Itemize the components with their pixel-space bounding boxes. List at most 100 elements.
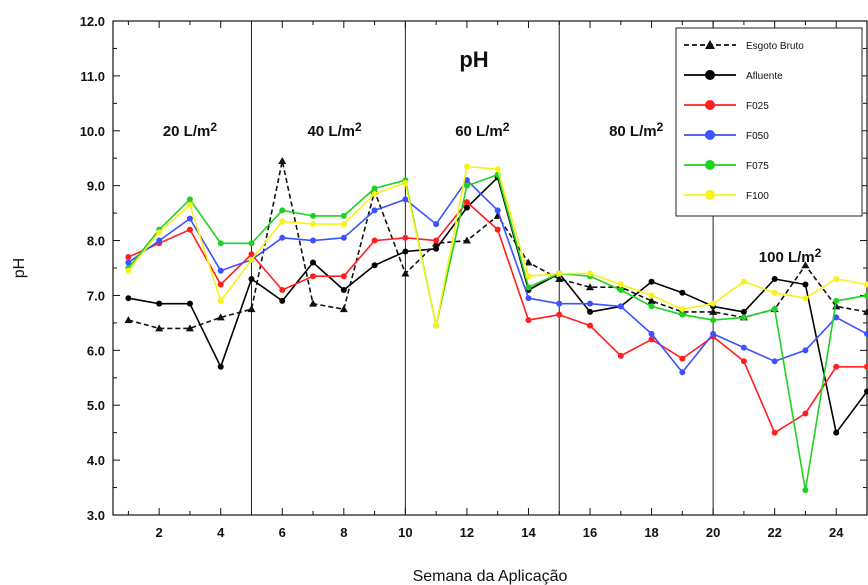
data-point — [186, 215, 193, 222]
data-point — [710, 330, 717, 337]
chart-title: pH — [459, 47, 488, 72]
data-point — [648, 292, 655, 299]
data-point — [771, 358, 778, 365]
data-point — [740, 278, 747, 285]
data-point — [525, 317, 532, 324]
data-point — [864, 388, 868, 395]
data-point — [340, 273, 347, 280]
data-point — [617, 286, 624, 293]
x-tick-label: 12 — [460, 525, 474, 540]
data-point — [771, 289, 778, 296]
series-f100 — [125, 163, 868, 329]
y-tick-label: 6.0 — [87, 343, 105, 358]
data-point — [433, 237, 440, 244]
legend-label: Esgoto Bruto — [746, 41, 804, 52]
x-tick-label: 18 — [644, 525, 658, 540]
data-point — [124, 316, 133, 324]
data-point — [279, 234, 286, 241]
data-point — [709, 307, 718, 315]
data-point — [648, 278, 655, 285]
data-point — [155, 324, 164, 332]
data-point — [833, 363, 840, 370]
data-point — [402, 248, 409, 255]
x-tick-label: 10 — [398, 525, 412, 540]
data-point — [371, 262, 378, 269]
data-point — [340, 221, 347, 228]
data-point — [125, 254, 132, 261]
data-point — [771, 429, 778, 436]
data-point — [679, 355, 686, 362]
data-point — [617, 303, 624, 310]
data-point — [525, 284, 532, 291]
x-tick-label: 24 — [829, 525, 844, 540]
data-point — [771, 275, 778, 282]
data-point — [462, 236, 471, 244]
data-point — [185, 324, 194, 332]
x-tick-label: 16 — [583, 525, 597, 540]
data-point — [433, 245, 440, 252]
x-axis: 2 4 6 8 10 12 14 16 18 20 22 24 — [127, 21, 868, 540]
data-point — [463, 204, 470, 211]
data-point — [463, 199, 470, 206]
y-tick-label: 10.0 — [80, 124, 105, 139]
data-point — [832, 302, 841, 310]
data-point — [771, 306, 778, 313]
data-point — [802, 295, 809, 302]
data-point — [710, 300, 717, 307]
data-point — [587, 270, 594, 277]
data-point — [402, 234, 409, 241]
data-point — [648, 303, 655, 310]
data-point — [217, 363, 224, 370]
data-point — [279, 286, 286, 293]
data-point — [864, 281, 868, 288]
legend-marker — [705, 100, 715, 110]
data-point — [463, 163, 470, 170]
data-point — [740, 308, 747, 315]
data-point — [433, 221, 440, 228]
data-point — [339, 305, 348, 313]
data-point — [248, 275, 255, 282]
data-point — [371, 237, 378, 244]
data-point — [863, 307, 868, 315]
data-point — [310, 221, 317, 228]
y-tick-label: 5.0 — [87, 398, 105, 413]
data-point — [309, 299, 318, 307]
data-point — [833, 275, 840, 282]
data-point — [310, 237, 317, 244]
legend-marker — [705, 190, 715, 200]
y-tick-label: 7.0 — [87, 288, 105, 303]
data-point — [494, 166, 501, 173]
data-point — [371, 190, 378, 197]
data-point — [801, 261, 810, 269]
data-point — [525, 295, 532, 302]
data-point — [556, 311, 563, 318]
data-point — [740, 314, 747, 321]
x-tick-label: 22 — [767, 525, 781, 540]
data-point — [864, 292, 868, 299]
data-point — [556, 300, 563, 307]
data-point — [278, 156, 287, 164]
data-point — [186, 226, 193, 233]
data-point — [710, 317, 717, 324]
legend-label: F100 — [746, 191, 769, 202]
y-tick-label: 4.0 — [87, 453, 105, 468]
data-point — [186, 201, 193, 208]
data-point — [248, 256, 255, 263]
region-label: 60 L/m2 — [455, 120, 510, 140]
data-point — [217, 240, 224, 247]
data-point — [217, 297, 224, 304]
y-tick-label: 11.0 — [80, 69, 105, 84]
x-tick-label: 20 — [706, 525, 720, 540]
data-point — [156, 237, 163, 244]
data-point — [310, 212, 317, 219]
data-point — [340, 286, 347, 293]
region-label: 20 L/m2 — [163, 120, 218, 140]
data-point — [125, 267, 132, 274]
region-label: 40 L/m2 — [307, 120, 362, 140]
legend-marker — [705, 70, 715, 80]
data-point — [679, 369, 686, 376]
data-point — [402, 179, 409, 186]
data-point — [802, 281, 809, 288]
data-point — [248, 240, 255, 247]
